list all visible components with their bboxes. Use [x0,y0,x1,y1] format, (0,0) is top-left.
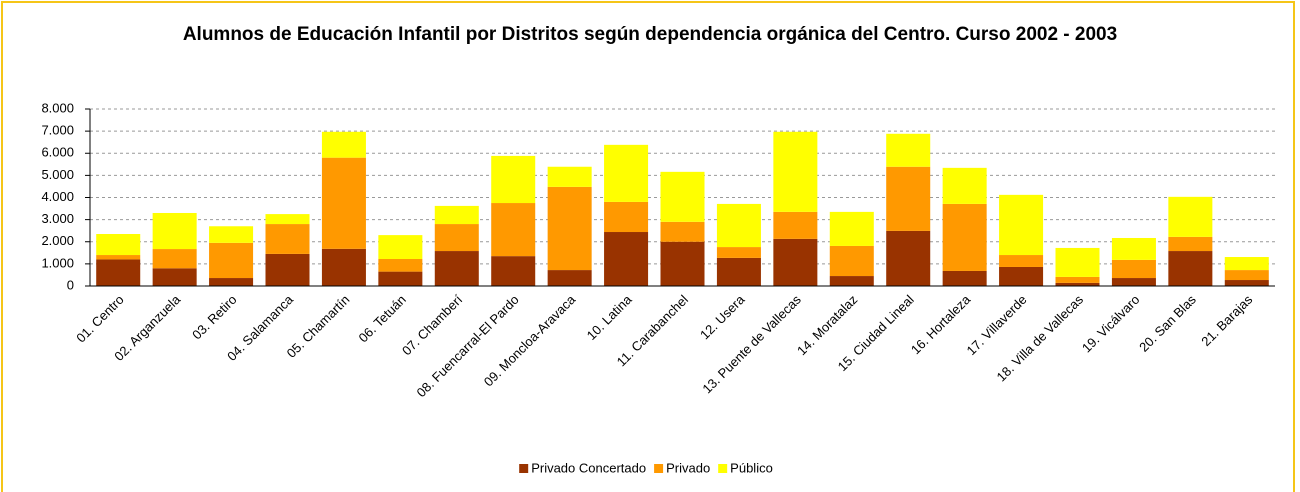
bar-segment [604,201,649,233]
x-tick-label: 08. Fuencarral-El Pardo [414,292,522,400]
bar-segment [96,234,141,256]
bar-segment [434,251,479,286]
bar-segment [547,166,592,187]
legend: Privado Concertado Privado Público [519,460,773,475]
bar-segment [152,212,197,250]
bar-segment [1224,257,1269,271]
bar-segment [265,253,310,286]
bar-segment [886,133,931,167]
bar-segment [660,241,705,286]
bar-segment [1111,278,1156,286]
x-tick-label: 13. Puente de Vallecas [699,292,804,397]
bar-segment [434,224,479,252]
y-tick-label: 5.000 [41,167,74,182]
bar-segment [829,211,874,246]
y-tick-label: 3.000 [41,211,74,226]
y-tick-label: 2.000 [41,233,74,248]
bar-segment [604,144,649,202]
y-tick-label: 1.000 [41,255,74,270]
bar-segment [491,256,536,286]
bar-segment [152,268,197,286]
x-tick-label: 21. Barajas [1198,292,1255,349]
bar-segment [886,166,931,231]
x-tick-label: 19. Vicálvaro [1079,292,1143,356]
bar-segment [829,245,874,277]
bar-segment [942,167,987,204]
bar-segment [1055,282,1100,286]
bar-segment [999,194,1044,256]
legend-swatch [519,464,529,473]
bar-segment [321,248,366,286]
bar-segment [321,131,366,158]
bar-segment [434,205,479,225]
bar-segment [1168,196,1213,237]
bar-segment [1224,270,1269,281]
bar-segment [1168,251,1213,286]
x-tick-label: 03. Retiro [189,292,239,342]
y-tick-label: 7.000 [41,123,74,138]
y-tick-label: 8.000 [41,100,74,115]
bar-segment [378,259,423,272]
bar-segment [1055,247,1100,277]
legend-label: Privado [666,460,710,475]
bar-segment [547,186,592,271]
x-tick-label: 01. Centro [73,292,127,346]
bar-segment [604,232,649,286]
bar-segment [773,238,818,286]
y-tick-label: 4.000 [41,189,74,204]
legend-swatch [718,464,728,473]
bar-segment [886,230,931,286]
bar-segment [547,270,592,286]
bar-segment [942,203,987,271]
bar-segment [152,249,197,269]
y-tick-label: 6.000 [41,145,74,160]
bar-segment [1111,237,1156,260]
bar-segment [378,235,423,260]
bar-segment [378,271,423,286]
legend-label: Privado Concertado [531,460,646,475]
bar-segment [716,203,761,248]
bar-segment [1055,276,1100,283]
bar-segment [716,247,761,258]
bar-segment [265,214,310,225]
bar-segment [829,276,874,286]
bar-segment [942,270,987,286]
bar-segment [1168,236,1213,252]
bar-segment [716,257,761,286]
bar-segment [96,259,141,286]
x-tick-label: 12. Usera [697,291,748,342]
bar-segment [209,226,254,243]
bar-segment [321,157,366,249]
bar-segment [999,255,1044,267]
bar-segment [491,203,536,257]
legend-swatch [654,464,664,473]
bar-segment [1224,280,1269,286]
bar-segment [773,211,818,239]
bar-segment [660,171,705,222]
bar-segment [1111,259,1156,279]
bar-segment [491,155,536,204]
x-tick-label: 10. Latina [584,291,636,343]
bar-segment [660,221,705,242]
y-tick-label: 0 [67,277,74,292]
bar-segment [96,255,141,260]
bar-segment [999,266,1044,286]
x-tick-label: 20. San Blas [1136,292,1199,355]
bar-segment [265,224,310,254]
x-tick-label: 09. Moncloa-Aravaca [481,291,579,389]
legend-label: Público [730,460,773,475]
bar-segment [773,131,818,212]
bar-segment [209,242,254,279]
chart-title: Alumnos de Educación Infantil por Distri… [182,24,1118,45]
x-tick-label: 06. Tetuán [356,292,409,345]
bar-segment [209,278,254,286]
